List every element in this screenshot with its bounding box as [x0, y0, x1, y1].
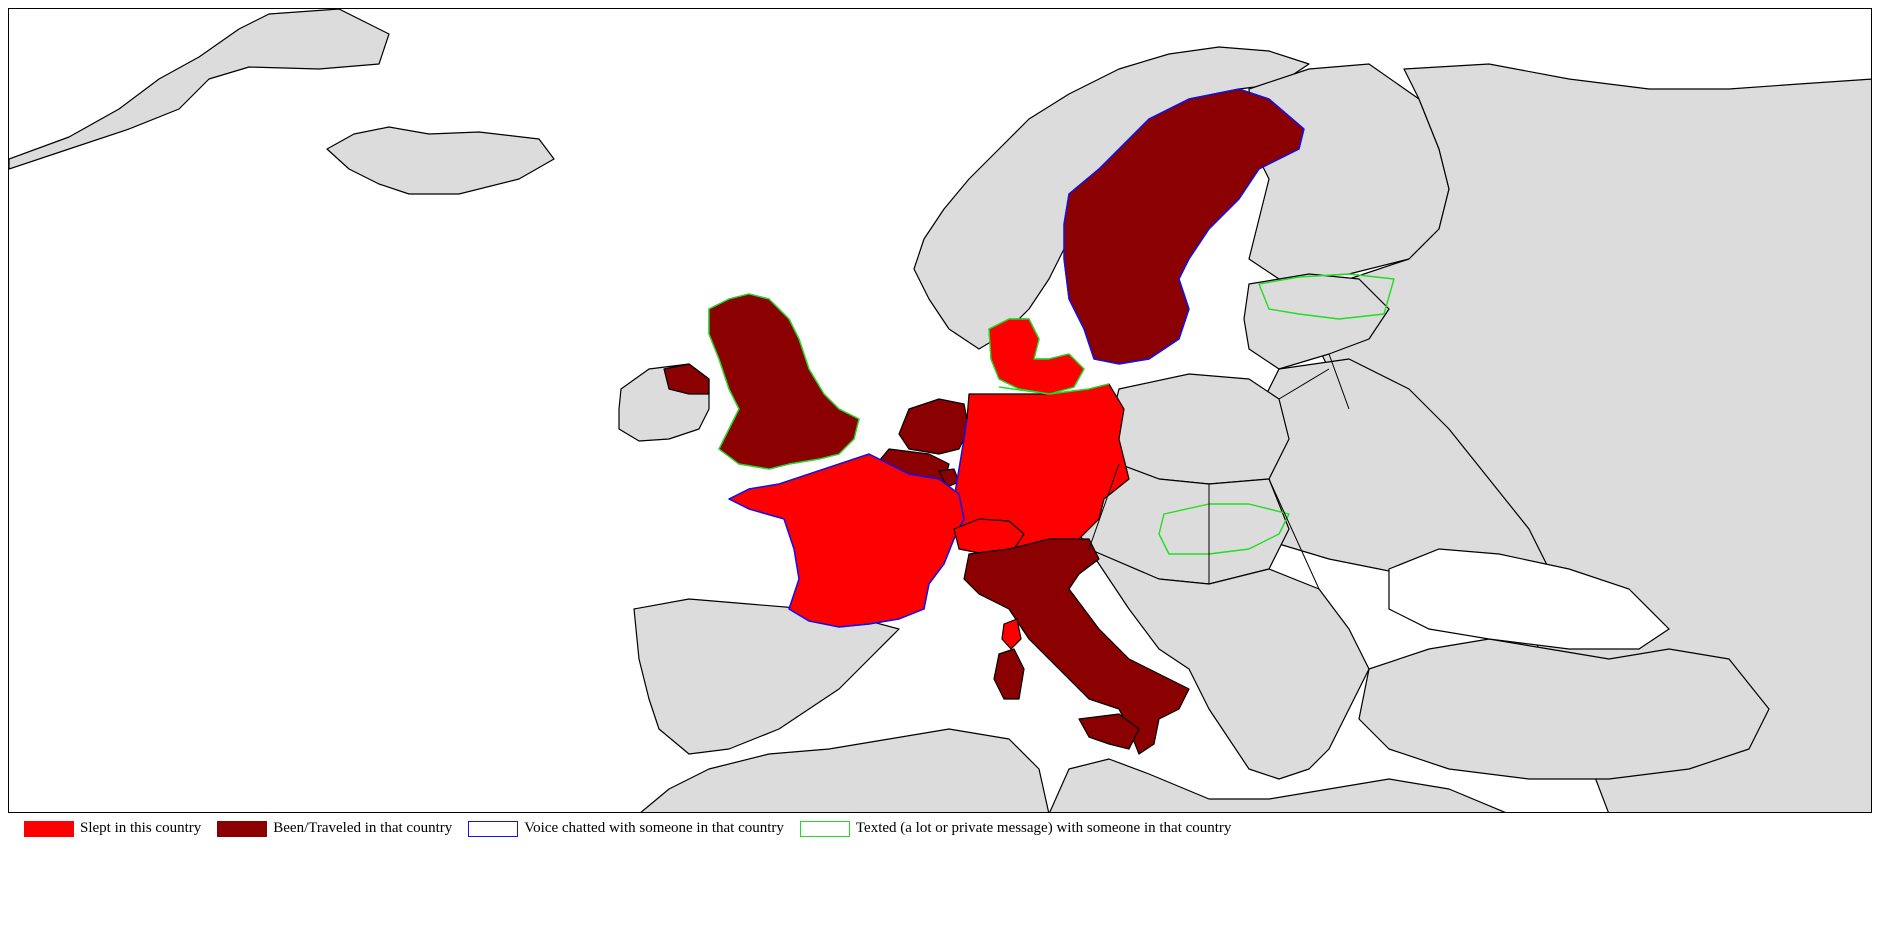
iberia: [633, 598, 900, 755]
legend-label-slept: Slept in this country: [80, 820, 202, 836]
iceland: [326, 126, 555, 195]
border-lines: [1088, 353, 1350, 590]
turkey: [1358, 638, 1770, 780]
legend-label-texted: Texted (a lot or private message) with s…: [855, 820, 1232, 836]
legend-label-voice: Voice chatted with someone in that count…: [524, 820, 784, 836]
switzerland: [953, 518, 1025, 555]
map-frame: [8, 8, 1872, 813]
italy: [963, 538, 1190, 755]
sweden-voice-outline: [1063, 88, 1305, 365]
germany-texted-outline: [998, 383, 1110, 395]
hungary-texted-outline: [1158, 503, 1290, 555]
greenland: [9, 9, 390, 170]
europe-map: [9, 9, 1871, 812]
legend-item-texted: Texted (a lot or private message) with s…: [799, 820, 1232, 837]
map-legend: Slept in this country Been/Traveled in t…: [24, 820, 1247, 837]
denmark: [988, 318, 1085, 395]
north-africa: [640, 728, 1050, 812]
legend-label-been: Been/Traveled in that country: [273, 820, 453, 836]
black-sea: [1388, 548, 1670, 650]
baltics: [1243, 273, 1390, 370]
poland: [1108, 373, 1290, 485]
legend-swatch-voice: [468, 820, 519, 837]
denmark-texted-outline: [988, 318, 1085, 395]
legend-swatch-texted: [799, 820, 850, 837]
legend-item-slept: Slept in this country: [24, 820, 201, 837]
legend-item-been: Been/Traveled in that country: [217, 820, 452, 837]
balkans: [1088, 548, 1370, 780]
france-voice-outline: [728, 453, 965, 628]
legend-item-voice: Voice chatted with someone in that count…: [468, 820, 784, 837]
corsica: [1001, 618, 1022, 650]
united-kingdom: [708, 293, 860, 470]
libya-egypt: [1049, 758, 1506, 812]
sardinia: [993, 648, 1025, 700]
sicily: [1078, 713, 1140, 750]
united-kingdom-texted-outline: [708, 293, 860, 470]
estonia-texted-outline: [1258, 273, 1395, 320]
legend-swatch-slept: [24, 820, 74, 837]
northern-ireland: [663, 363, 710, 395]
france: [728, 453, 965, 628]
netherlands: [898, 398, 970, 455]
legend-swatch-been: [217, 820, 268, 837]
